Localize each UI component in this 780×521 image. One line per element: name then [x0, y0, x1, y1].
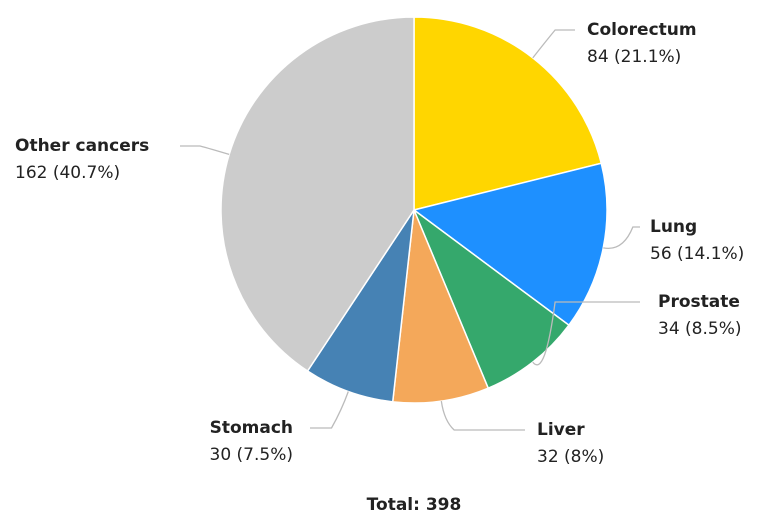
- slice-name: Lung: [650, 217, 697, 237]
- leader-line: [532, 29, 575, 59]
- pie-slice: [412, 162, 608, 327]
- pie-slice: [220, 16, 415, 373]
- pie-slice: [412, 207, 570, 390]
- slice-value-label: 162 (40.7%): [15, 163, 120, 183]
- slice-value-label: 30 (7.5%): [210, 445, 294, 465]
- slice-value-label: 34 (8.5%): [658, 319, 742, 339]
- slice-name: Liver: [537, 420, 585, 440]
- leader-line: [310, 391, 349, 429]
- slice-value-label: 84 (21.1%): [587, 47, 681, 67]
- slice-name: Prostate: [658, 292, 740, 312]
- slice-value-label: 56 (14.1%): [650, 244, 744, 264]
- leader-line: [603, 226, 640, 250]
- total-label: Total: 398: [367, 495, 462, 515]
- slice-name: Colorectum: [587, 20, 697, 40]
- leader-line: [532, 301, 640, 366]
- pie-slice: [391, 209, 490, 404]
- leader-line: [440, 400, 525, 431]
- slice-value-label: 32 (8%): [537, 447, 604, 467]
- leader-line: [180, 145, 230, 156]
- slice-name: Stomach: [210, 418, 293, 438]
- pie-slice: [413, 16, 603, 211]
- slice-name: Other cancers: [15, 136, 149, 156]
